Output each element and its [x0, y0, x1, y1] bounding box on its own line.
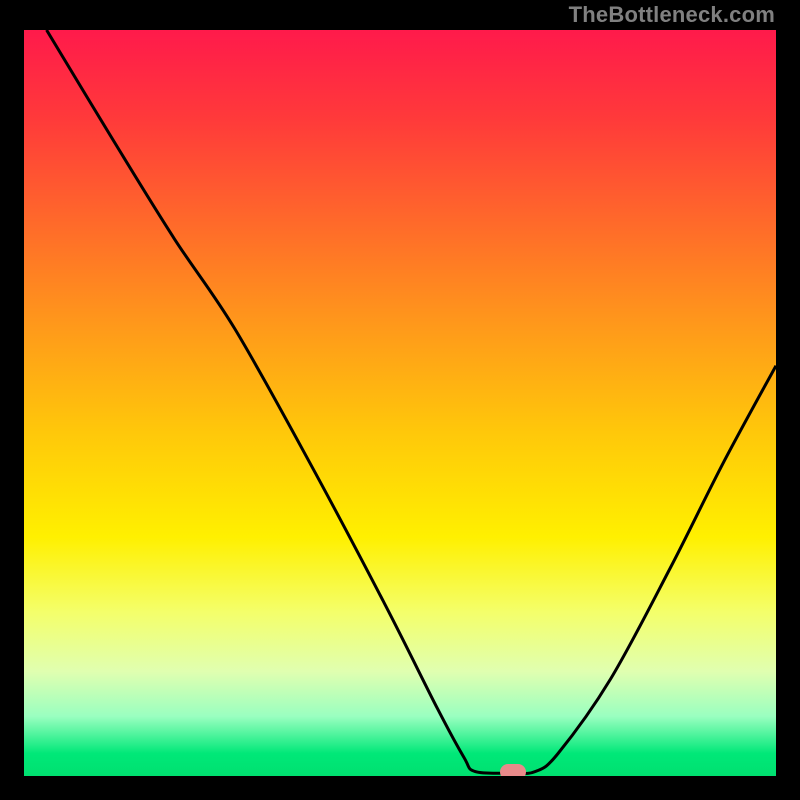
bottleneck-curve [47, 30, 776, 773]
plot-area [24, 30, 776, 776]
curve-svg [24, 30, 776, 776]
chart-frame: TheBottleneck.com [0, 0, 800, 800]
watermark-text: TheBottleneck.com [569, 2, 775, 28]
optimum-marker [500, 764, 526, 776]
